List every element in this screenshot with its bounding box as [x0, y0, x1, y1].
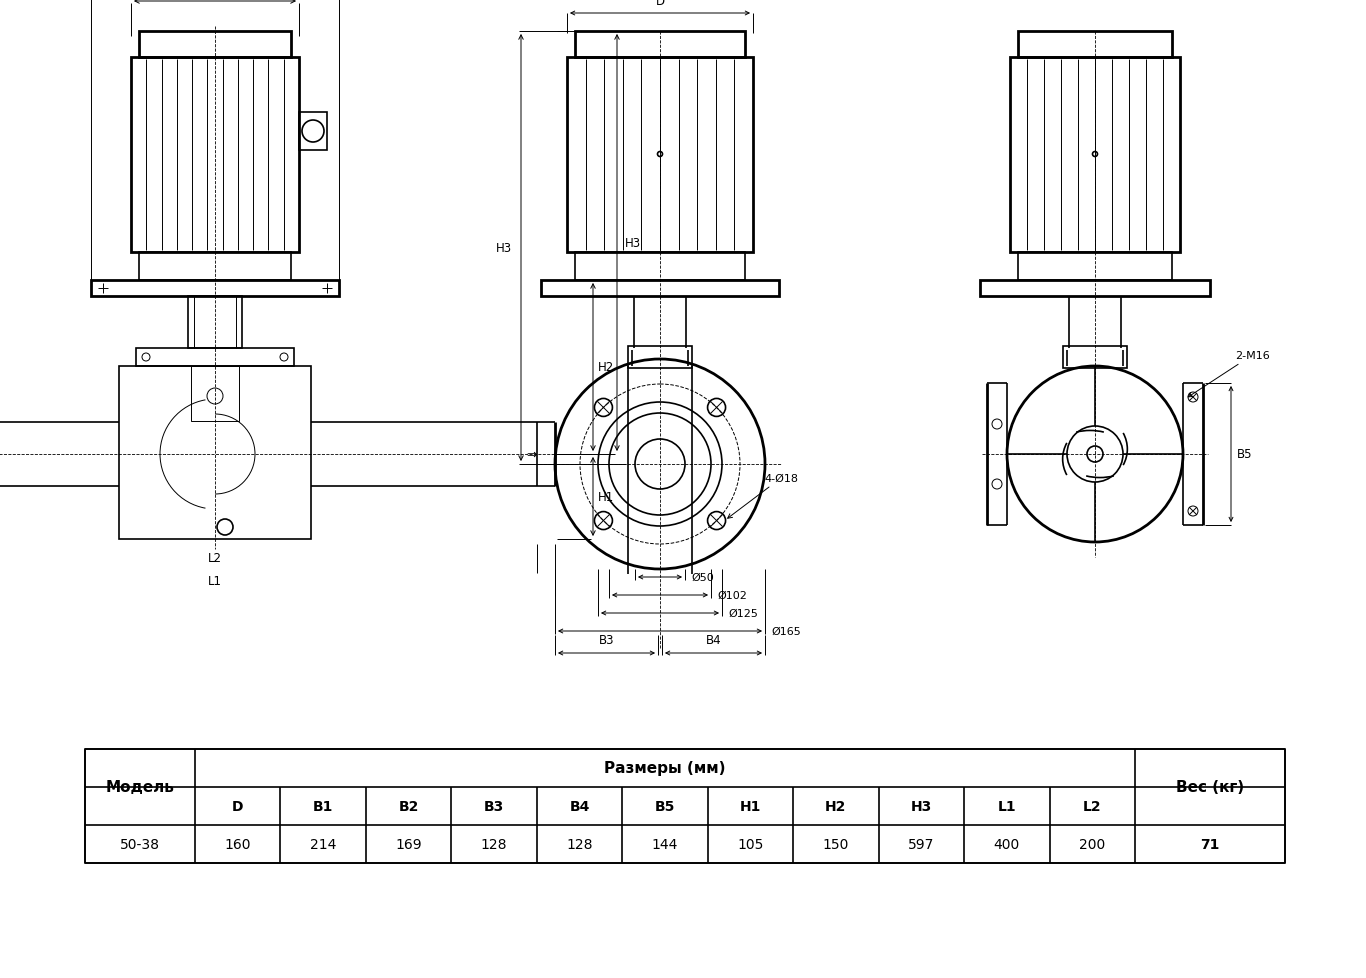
Text: 150: 150	[822, 837, 850, 851]
Text: B4: B4	[706, 634, 721, 646]
Text: Ø125: Ø125	[728, 608, 758, 618]
Text: B3: B3	[484, 799, 504, 813]
Text: L2: L2	[208, 552, 223, 564]
Bar	[131, 58, 299, 252]
Text: Ø102: Ø102	[717, 591, 747, 600]
Text: B4: B4	[570, 799, 590, 813]
Text: 128: 128	[567, 837, 593, 851]
Text: 597: 597	[908, 837, 934, 851]
Bar	[189, 296, 242, 348]
Bar	[92, 281, 339, 296]
Text: 2-M16: 2-M16	[1188, 351, 1270, 397]
Text: 400: 400	[993, 837, 1020, 851]
Text: Размеры (мм): Размеры (мм)	[604, 761, 725, 776]
Text: L1: L1	[997, 799, 1016, 813]
Text: L2: L2	[1083, 799, 1101, 813]
Text: H2: H2	[825, 799, 847, 813]
Bar	[575, 32, 744, 58]
Text: H1: H1	[740, 799, 761, 813]
Bar	[1018, 252, 1172, 281]
Bar	[628, 346, 693, 369]
Text: 128: 128	[481, 837, 507, 851]
Text: 160: 160	[224, 837, 251, 851]
Text: L1: L1	[208, 574, 223, 588]
Bar	[1063, 346, 1127, 369]
Bar	[541, 281, 779, 296]
Text: 200: 200	[1079, 837, 1105, 851]
Text: D: D	[232, 799, 243, 813]
Text: Модель: Модель	[105, 779, 175, 795]
Bar	[139, 32, 291, 58]
Text: 144: 144	[652, 837, 678, 851]
Bar	[1009, 58, 1180, 252]
Text: B2: B2	[399, 799, 419, 813]
Text: D: D	[656, 0, 665, 8]
Text: H3: H3	[626, 237, 641, 249]
Bar	[299, 112, 326, 151]
Text: 71: 71	[1201, 837, 1220, 851]
Bar	[1018, 32, 1172, 58]
Text: 105: 105	[738, 837, 764, 851]
Text: H3: H3	[496, 242, 512, 254]
Text: H1: H1	[598, 491, 615, 504]
Text: H2: H2	[598, 361, 615, 375]
Text: ⇒: ⇒	[527, 448, 537, 461]
Bar	[137, 348, 294, 367]
Bar	[119, 367, 311, 540]
Text: Ø50: Ø50	[691, 572, 714, 583]
Text: B5: B5	[1238, 448, 1253, 461]
Text: B3: B3	[598, 634, 615, 646]
Text: B1: B1	[313, 799, 333, 813]
Bar	[979, 281, 1210, 296]
Text: 4-Ø18: 4-Ø18	[728, 473, 799, 518]
Text: Вес (кг): Вес (кг)	[1176, 779, 1244, 795]
Text: 169: 169	[395, 837, 422, 851]
Text: B5: B5	[654, 799, 675, 813]
Text: Ø165: Ø165	[770, 626, 800, 637]
Bar	[575, 252, 744, 281]
Text: H3: H3	[911, 799, 932, 813]
Bar	[191, 367, 239, 422]
Bar	[139, 252, 291, 281]
Bar	[567, 58, 753, 252]
Text: 50-38: 50-38	[120, 837, 160, 851]
Bar	[85, 749, 1285, 864]
Text: 214: 214	[310, 837, 336, 851]
